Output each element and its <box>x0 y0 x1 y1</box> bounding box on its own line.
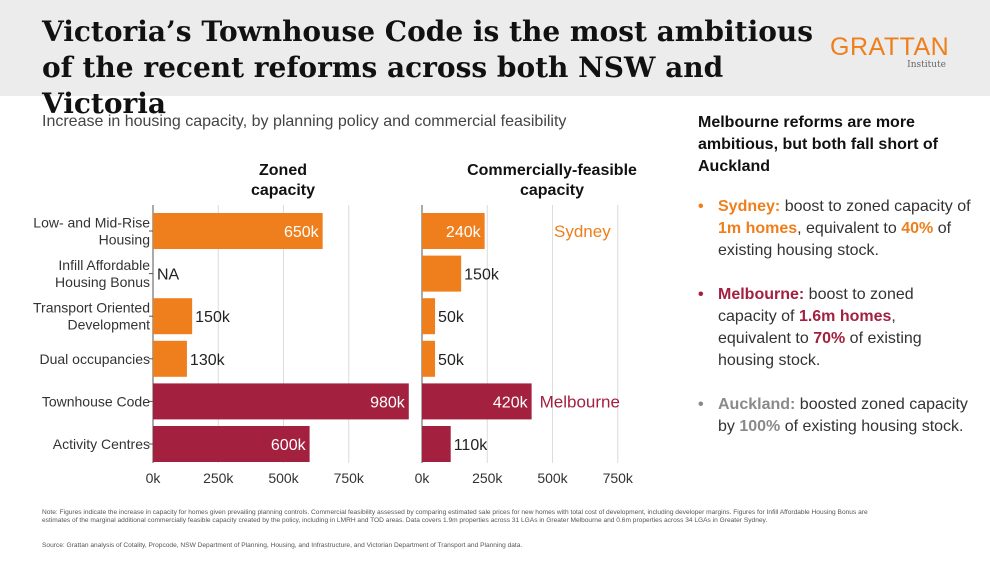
highlight-number: 40% <box>901 220 934 237</box>
legend-label: Sydney <box>554 222 611 241</box>
text: boosted zoned capacity by <box>718 396 968 435</box>
bar <box>422 213 485 249</box>
panel-title-line: capacity <box>251 182 315 199</box>
highlight-number: 1.6m homes <box>798 308 892 325</box>
bar <box>422 255 462 292</box>
data-label: 600k <box>271 437 307 454</box>
tick-label: 250k <box>203 470 234 486</box>
category-label: Low- and Mid-Rise Housing <box>33 215 150 248</box>
city-name: Auckland: <box>718 396 796 413</box>
data-label: 110k <box>454 437 489 454</box>
category-label-line: Housing <box>99 232 150 248</box>
bullet: • <box>698 396 704 413</box>
category-label-line: Infill Affordable <box>58 257 150 273</box>
highlight-number: 1m homes <box>718 220 798 237</box>
text: of existing housing stock. <box>718 220 952 259</box>
highlight-number: 100% <box>739 418 781 435</box>
data-label: 240k <box>446 224 482 241</box>
data-label: 130k <box>190 352 226 369</box>
category-label: Infill Affordable Housing Bonus <box>55 257 150 290</box>
footnote: Note: Figures indicate the increase in c… <box>42 509 868 524</box>
data-label: 50k <box>438 309 465 326</box>
city-name: Melbourne: <box>718 286 805 303</box>
bar <box>153 383 409 420</box>
point-text: Auckland: boosted zoned capacity by 100%… <box>718 394 973 438</box>
category-label-line: Activity Centres <box>53 436 150 452</box>
source-note: Source: Grattan analysis of Cotality, Pr… <box>42 542 523 549</box>
bar <box>422 340 436 377</box>
highlight-number: 70% <box>813 330 846 347</box>
data-label: NA <box>157 267 180 284</box>
sidebar-point-sydney: • Sydney: boost to zoned capacity of 1m … <box>698 196 973 262</box>
category-label: Activity Centres <box>53 436 150 452</box>
bar <box>422 383 532 420</box>
header-banner: Victoria’s Townhouse Code is the most am… <box>0 0 990 120</box>
category-label: Dual occupancies <box>39 351 150 367</box>
legend-label: Melbourne <box>540 392 620 411</box>
tick-label: 750k <box>603 470 634 486</box>
category-label: Townhouse Code <box>42 393 150 409</box>
data-label: 650k <box>284 224 320 241</box>
category-label-line: Housing Bonus <box>55 274 150 290</box>
category-label-line: Townhouse Code <box>42 393 150 409</box>
sidebar-point-melbourne: • Melbourne: boost to zoned capacity of … <box>698 284 973 372</box>
panel-title: Zoned capacity <box>251 162 315 199</box>
data-label: 980k <box>370 394 406 411</box>
tick-label: 500k <box>268 470 299 486</box>
text: , equivalent to <box>718 308 896 347</box>
data-label: 50k <box>438 352 465 369</box>
chart-title: Victoria’s Townhouse Code is the most am… <box>42 15 813 120</box>
data-label: 150k <box>195 309 231 326</box>
text: , equivalent to <box>797 220 902 237</box>
tick-label: 0k <box>146 470 162 486</box>
tick-label: 0k <box>415 470 431 486</box>
bullet: • <box>698 198 704 215</box>
text: boost to zoned capacity of <box>718 286 914 325</box>
bar <box>422 298 436 335</box>
category-label-line: Low- and Mid-Rise <box>33 215 150 231</box>
text: of existing housing stock. <box>718 330 922 369</box>
panel-title-line: Zoned <box>259 162 307 179</box>
bar <box>153 298 193 335</box>
chart-subtitle: Increase in housing capacity, by plannin… <box>42 113 567 130</box>
point-text: Sydney: boost to zoned capacity of 1m ho… <box>718 196 973 262</box>
sidebar-point-auckland: • Auckland: boosted zoned capacity by 10… <box>698 394 973 438</box>
point-text: Melbourne: boost to zoned capacity of 1.… <box>718 284 973 372</box>
category-label-line: Development <box>68 317 151 333</box>
data-label: 150k <box>464 267 500 284</box>
panel-title: Commercially-feasible capacity <box>467 162 637 199</box>
bar <box>153 340 187 377</box>
text: of existing housing stock. <box>780 418 964 435</box>
city-name: Sydney: <box>718 198 781 215</box>
sidebar-commentary: Melbourne reforms are more ambitious, bu… <box>698 112 973 460</box>
tick-label: 500k <box>537 470 568 486</box>
logo-subtitle: Institute <box>907 60 946 70</box>
bar <box>153 213 323 249</box>
panel-title-line: capacity <box>520 182 584 199</box>
feasible-capacity-panel: Commercially-feasible capacity 0k 250k 500k 7… <box>415 162 637 486</box>
tick-label: 750k <box>334 470 365 486</box>
zoned-capacity-panel: Zoned capacity 0k 250k 500k 750k 650k NA 150k 130… <box>146 162 409 486</box>
panel-title-line: Commercially-feasible <box>467 162 637 179</box>
logo-wordmark: GRATTAN <box>830 33 950 61</box>
bar <box>422 426 451 462</box>
bar <box>153 426 310 462</box>
bullet: • <box>698 286 704 303</box>
text: boost to zoned capacity of <box>780 198 971 215</box>
category-label-line: Transport Oriented <box>33 300 150 316</box>
sidebar-title: Melbourne reforms are more ambitious, bu… <box>698 114 938 175</box>
bar-chart: Low- and Mid-Rise Housing Infill Affordabl… <box>33 162 637 486</box>
grattan-logo: GRATTAN Institute <box>830 34 950 70</box>
category-label-line: Dual occupancies <box>39 351 150 367</box>
data-label: 420k <box>493 394 529 411</box>
tick-label: 250k <box>472 470 503 486</box>
category-label: Transport Oriented Development <box>33 300 150 333</box>
